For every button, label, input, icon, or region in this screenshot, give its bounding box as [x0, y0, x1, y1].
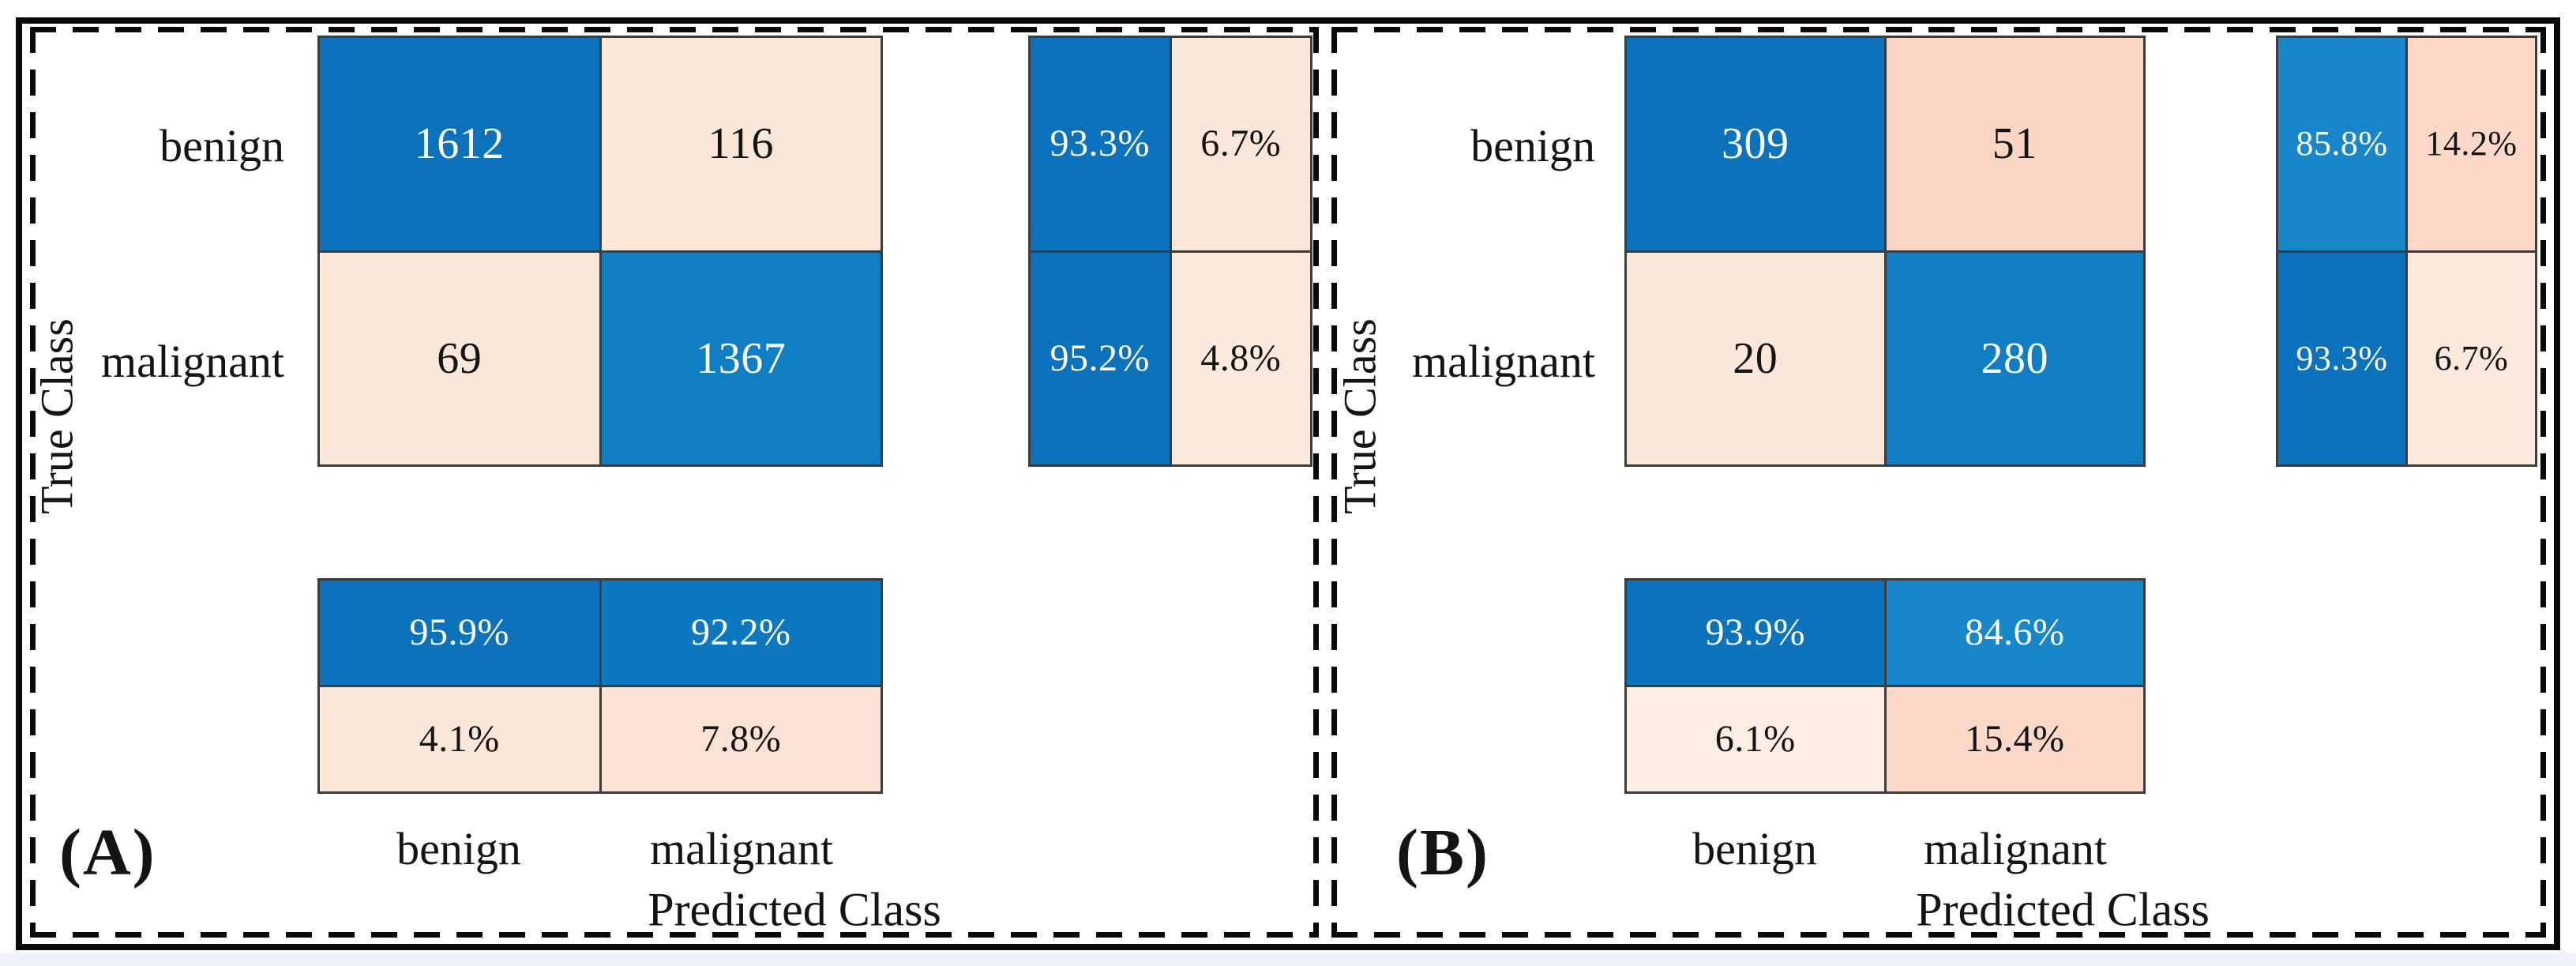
row-summary-b-fnr-benign: 14.2% — [2408, 38, 2535, 250]
predicted-class-axis-label-a: Predicted Class — [648, 883, 941, 936]
row-label-a-malignant: malignant — [101, 336, 284, 387]
col-label-a-malignant: malignant — [650, 823, 833, 874]
col-label-b-benign: benign — [1692, 823, 1817, 874]
col-summary-matrix-b: 93.9% 84.6% 6.1% 15.4% — [1624, 578, 2146, 794]
col-summary-a-ppv-malignant: 92.2% — [601, 581, 881, 685]
row-label-a-benign: benign — [160, 120, 284, 171]
panel-a-border-bottom — [30, 932, 1319, 938]
panel-label-b: (B) — [1396, 816, 1489, 889]
col-summary-a-fdr-benign: 4.1% — [320, 687, 599, 791]
matrix-cell-a-malignant-malignant: 1367 — [601, 252, 881, 464]
row-summary-a-tpr-benign: 93.3% — [1031, 38, 1170, 250]
col-summary-b-ppv-benign: 93.9% — [1627, 581, 1884, 685]
row-summary-a-tpr-malignant: 95.2% — [1031, 252, 1170, 464]
panel-a-border-right — [1313, 27, 1319, 938]
row-summary-matrix-b: 85.8% 14.2% 93.3% 6.7% — [2276, 36, 2537, 467]
col-summary-b-fdr-benign: 6.1% — [1627, 687, 1884, 791]
panel-label-a: (A) — [59, 816, 156, 889]
row-summary-a-fnr-benign: 6.7% — [1171, 38, 1310, 250]
row-summary-a-fnr-malignant: 4.8% — [1171, 252, 1310, 464]
col-label-a-benign: benign — [396, 823, 521, 874]
matrix-cell-b-benign-benign: 309 — [1627, 38, 1884, 250]
outer-frame — [16, 17, 2560, 950]
row-summary-b-tpr-malignant: 93.3% — [2278, 252, 2405, 464]
row-summary-b-fnr-malignant: 6.7% — [2408, 252, 2535, 464]
col-summary-matrix-a: 95.9% 92.2% 4.1% 7.8% — [317, 578, 883, 794]
col-summary-a-ppv-benign: 95.9% — [320, 581, 599, 685]
row-summary-matrix-a: 93.3% 6.7% 95.2% 4.8% — [1028, 36, 1312, 467]
matrix-cell-b-malignant-malignant: 280 — [1886, 252, 2143, 464]
col-summary-b-ppv-malignant: 84.6% — [1886, 581, 2143, 685]
confusion-matrix-counts-a: 1612 116 69 1367 — [317, 36, 883, 467]
panel-b-border-left — [1331, 27, 1337, 938]
predicted-class-axis-label-b: Predicted Class — [1916, 883, 2210, 936]
col-summary-a-fdr-malignant: 7.8% — [601, 687, 881, 791]
true-class-axis-label-b: True Class — [1334, 318, 1386, 514]
matrix-cell-a-malignant-benign: 69 — [320, 252, 599, 464]
row-label-b-benign: benign — [1470, 120, 1595, 171]
row-label-b-malignant: malignant — [1412, 336, 1595, 387]
panel-b-border-right — [2540, 27, 2546, 938]
matrix-cell-b-malignant-benign: 20 — [1627, 252, 1884, 464]
bottom-edge-strip — [0, 953, 2576, 966]
matrix-cell-a-benign-benign: 1612 — [320, 38, 599, 250]
row-summary-b-tpr-benign: 85.8% — [2278, 38, 2405, 250]
panel-b-border-bottom — [1331, 932, 2546, 938]
panel-a-border-left — [30, 27, 36, 938]
matrix-cell-b-benign-malignant: 51 — [1886, 38, 2143, 250]
col-summary-b-fdr-malignant: 15.4% — [1886, 687, 2143, 791]
matrix-cell-a-benign-malignant: 116 — [601, 38, 881, 250]
panel-a-border-top — [30, 27, 1319, 32]
confusion-matrix-counts-b: 309 51 20 280 — [1624, 36, 2146, 467]
col-label-b-malignant: malignant — [1924, 823, 2107, 874]
true-class-axis-label-a: True Class — [31, 318, 83, 514]
panel-b-border-top — [1331, 27, 2546, 32]
